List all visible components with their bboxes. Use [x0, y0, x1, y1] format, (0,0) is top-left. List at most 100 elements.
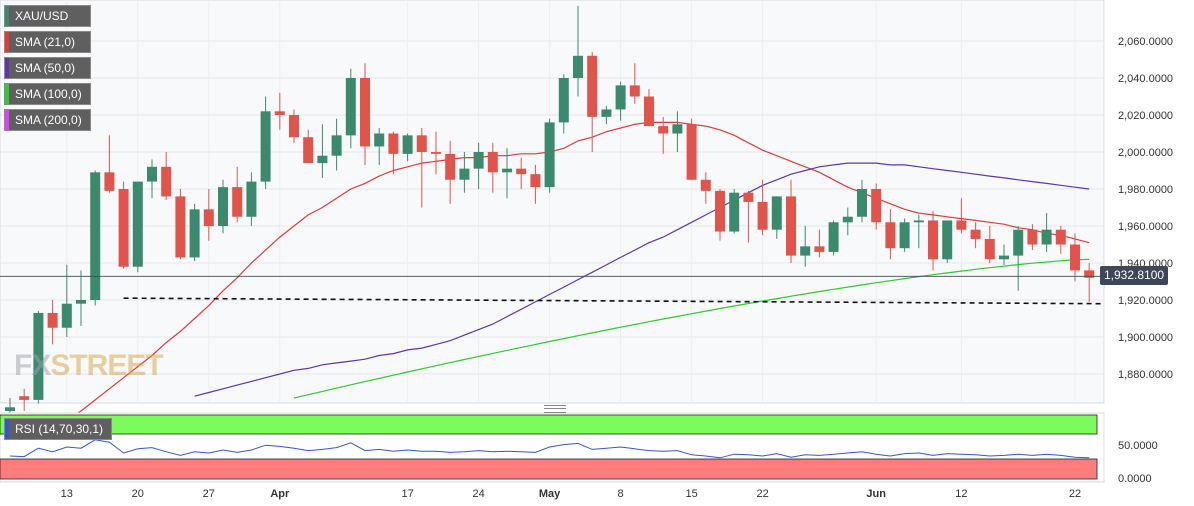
candle-body — [530, 174, 541, 188]
sma50-label: SMA (50,0) — [15, 61, 76, 75]
candle-body — [743, 192, 754, 202]
candle-body — [459, 168, 470, 180]
candle-body — [218, 187, 228, 226]
y-tick-label: 1,960.0000 — [1118, 221, 1173, 233]
fxstreet-watermark: FXSTREET — [14, 349, 164, 382]
candle-body — [999, 255, 1009, 260]
rsi-label: RSI (14,70,30,1) — [15, 422, 104, 436]
legend-sma200[interactable]: SMA (200,0) — [4, 109, 91, 131]
candle-body — [913, 220, 924, 223]
candle-body — [1070, 244, 1080, 271]
candle-body — [203, 209, 214, 226]
y-tick-label: 2,020.0000 — [1118, 110, 1173, 122]
candle-body — [331, 135, 342, 156]
y-tick-label: 1,920.0000 — [1118, 295, 1173, 307]
candle-body — [715, 190, 725, 232]
sma200-label: SMA (200,0) — [15, 113, 82, 127]
candle-body — [771, 196, 782, 230]
candle-body — [360, 78, 370, 147]
candle-body — [814, 246, 825, 252]
candle-body — [587, 55, 598, 117]
candle-body — [984, 238, 995, 260]
candle-body — [615, 85, 626, 110]
support-line — [0, 275, 1105, 305]
candle-body — [118, 189, 129, 267]
candle-body — [601, 109, 612, 117]
candle-body — [857, 189, 867, 217]
x-tick-label: May — [539, 488, 561, 500]
rsi-line — [9, 439, 1090, 459]
candle-body — [1055, 229, 1066, 245]
rsi-panel — [0, 412, 1105, 483]
candle-body — [629, 85, 640, 97]
candle-body — [487, 152, 498, 173]
legend-sma50[interactable]: SMA (50,0) — [4, 57, 91, 79]
rsi-overbought-zone — [0, 414, 1098, 435]
candle-body — [61, 303, 72, 328]
rsi-oversold-zone — [0, 458, 1098, 480]
x-tick-label: 22 — [1069, 488, 1081, 500]
legend-swatch — [5, 58, 9, 78]
y-tick-label: 1,980.0000 — [1118, 184, 1173, 196]
candle-body — [473, 152, 484, 169]
x-tick-label: 27 — [203, 488, 215, 500]
candle-body — [175, 196, 186, 258]
legend-swatch — [5, 32, 9, 52]
candle-body — [246, 181, 257, 217]
candle-body — [445, 153, 456, 180]
legend-symbol[interactable]: XAU/USD — [4, 5, 91, 27]
candle-body — [260, 111, 271, 182]
candle-body — [544, 122, 555, 188]
candle-body — [786, 196, 796, 256]
candle-body — [942, 220, 953, 260]
candle-body — [842, 216, 853, 223]
legend-rsi[interactable]: RSI (14,70,30,1) — [4, 418, 113, 440]
legend-swatch — [5, 110, 9, 130]
x-tick-label: Jun — [866, 488, 886, 500]
candle-body — [573, 55, 583, 78]
rsi-y-tick-label: 50.0000 — [1118, 440, 1158, 452]
legend-sma100[interactable]: SMA (100,0) — [4, 83, 91, 105]
axes: 1,880.00001,900.00001,920.00001,940.0000… — [61, 36, 1173, 500]
y-tick-label: 2,040.0000 — [1118, 73, 1173, 85]
candle-body — [956, 220, 967, 230]
candle-body — [189, 209, 200, 258]
candle-body — [502, 168, 512, 173]
x-tick-label: 22 — [756, 488, 768, 500]
symbol-label: XAU/USD — [15, 9, 69, 23]
candle-body — [104, 172, 115, 191]
legend-swatch — [5, 84, 9, 104]
candle-body — [658, 126, 669, 134]
candle-body — [76, 300, 86, 304]
current-price-badge: 1,932.8100 — [1100, 266, 1169, 285]
legend-swatch — [5, 6, 9, 26]
candle-body — [147, 166, 157, 182]
candle-body — [516, 168, 527, 175]
candle-body — [1027, 229, 1038, 245]
candle-body — [828, 222, 839, 252]
candle-body — [899, 222, 910, 249]
y-tick-label: 2,000.0000 — [1118, 147, 1173, 159]
candle-body — [729, 192, 740, 232]
candle-body — [871, 189, 882, 223]
legend-sma21[interactable]: SMA (21,0) — [4, 31, 91, 53]
sma21-label: SMA (21,0) — [15, 35, 76, 49]
candle-body — [416, 135, 427, 152]
indicator-legend: XAU/USD SMA (21,0) SMA (50,0) SMA (100,0… — [4, 5, 91, 131]
candle-body — [885, 222, 896, 249]
candle-body — [431, 152, 441, 154]
candle-body — [757, 201, 768, 230]
x-tick-label: 24 — [472, 488, 484, 500]
panel-resize-handle[interactable] — [544, 405, 566, 413]
y-tick-label: 2,060.0000 — [1118, 36, 1173, 48]
x-tick-label: 13 — [61, 488, 73, 500]
candle-body — [700, 179, 711, 191]
sma50-line — [194, 162, 1090, 397]
candle-body — [303, 137, 314, 164]
candle-body — [388, 133, 399, 154]
candle-body — [274, 111, 285, 115]
x-tick-label: Apr — [270, 488, 290, 500]
candle-body — [132, 181, 143, 267]
rsi-y-tick-label: 0.0000 — [1118, 473, 1152, 485]
